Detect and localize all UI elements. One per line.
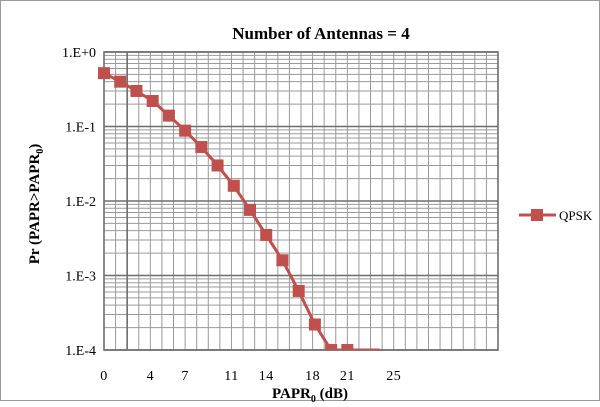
legend: QPSK (519, 208, 593, 223)
y-tick-label: 1.E-3 (65, 270, 96, 285)
chart-title: Number of Antennas = 4 (232, 24, 410, 43)
x-tick-label: 18 (305, 369, 320, 384)
data-point (227, 179, 240, 192)
data-point (292, 284, 305, 297)
y-tick-label: 1.E-4 (65, 344, 96, 359)
y-axis-label: Pr (PAPR>PAPR0) (27, 144, 46, 265)
data-point (341, 344, 354, 350)
plot-area-border (103, 51, 499, 351)
x-tick-label: 4 (147, 369, 155, 384)
x-tick-label: 7 (181, 369, 189, 384)
x-tick-label: 25 (386, 369, 401, 384)
data-point (260, 228, 273, 241)
data-point (195, 141, 208, 154)
x-tick-label: 14 (259, 369, 274, 384)
series-line (103, 71, 380, 350)
y-tick-label: 1.E-1 (65, 121, 96, 136)
tick-labels: 1.E+0 1.E-1 1.E-2 1.E-3 1.E-4 0 4 7 11 14 18 21 25 (62, 46, 401, 384)
x-axis-label: PAPR0 (dB) (272, 386, 348, 402)
series-qpsk (98, 67, 380, 350)
major-gridlines (103, 51, 499, 351)
legend-label-qpsk: QPSK (559, 208, 593, 223)
data-point (98, 67, 110, 80)
data-point (179, 124, 192, 137)
x-tick-label: 11 (224, 369, 238, 384)
legend-marker (531, 209, 543, 221)
y-tick-label: 1.E+0 (62, 46, 96, 61)
data-point (162, 109, 175, 122)
data-point (308, 318, 321, 331)
y-tick-label: 1.E-2 (65, 195, 96, 210)
data-point (130, 84, 143, 97)
series-layer (98, 67, 380, 350)
x-tick-label: 21 (340, 369, 355, 384)
data-point (146, 94, 159, 107)
data-point (244, 203, 257, 216)
data-point (114, 75, 127, 88)
data-point (276, 254, 289, 267)
data-point (325, 344, 338, 350)
data-point (211, 159, 224, 172)
x-tick-label: 0 (100, 369, 108, 384)
